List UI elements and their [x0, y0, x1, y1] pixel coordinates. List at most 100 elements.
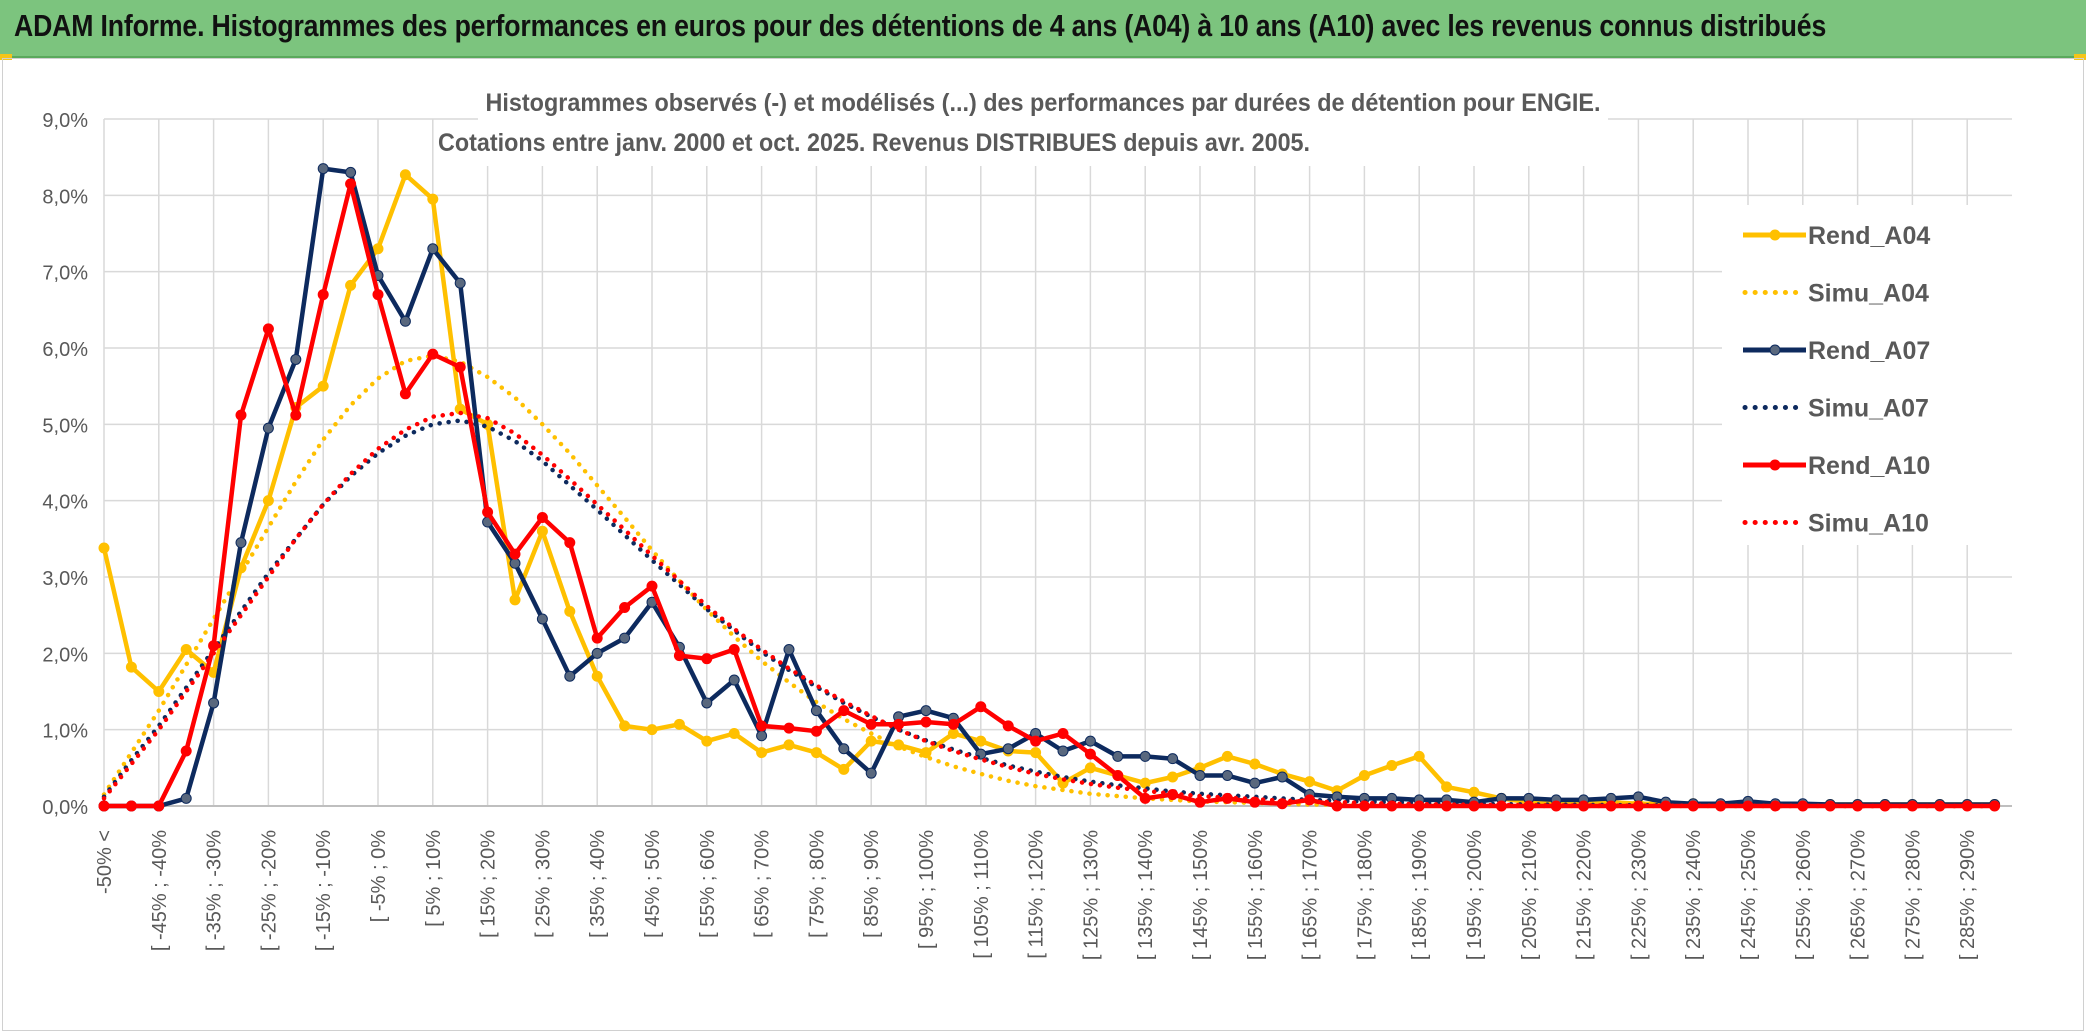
rend-a04-point — [427, 193, 439, 205]
rend-a04-point — [317, 380, 329, 392]
rend-a07-point — [290, 353, 302, 365]
x-tick-label: [ 5% ; 10% — [423, 830, 445, 927]
rend-a04-point — [619, 720, 631, 732]
rend-a07-point — [317, 163, 329, 175]
rend-a10-point — [1112, 769, 1124, 781]
rend-a04-point — [1468, 786, 1480, 798]
rend-a10-point — [98, 800, 110, 812]
x-tick-label: [ 205% ; 210% — [1519, 830, 1541, 960]
x-tick-label: [ 125% ; 130% — [1080, 830, 1102, 960]
rend-a10-point — [125, 800, 137, 812]
rend-a10-point — [728, 644, 740, 656]
rend-a07-point — [564, 670, 576, 682]
rend-a10-point — [947, 718, 959, 730]
x-tick-label: [ -15% ; -10% — [313, 830, 335, 951]
corner-accent-left — [0, 54, 12, 60]
rend-a10-point — [1057, 727, 1069, 739]
rend-a07-point — [180, 792, 192, 804]
rend-a04-point — [125, 661, 137, 673]
rend-a07-point — [591, 647, 603, 659]
rend-a10-point — [920, 716, 932, 728]
rend-a07-point — [536, 613, 548, 625]
rend-a04-point — [345, 279, 357, 291]
x-tick-label: [ 275% ; 280% — [1902, 830, 1924, 960]
rend-a10-point — [756, 720, 768, 732]
rend-a07-point — [1221, 769, 1233, 781]
rend-a10-point — [865, 718, 877, 730]
rend-a10-point — [810, 725, 822, 737]
rend-a07-point — [1632, 791, 1644, 803]
rend-a07-point — [427, 243, 439, 255]
rend-a04-point — [372, 243, 384, 255]
rend-a04-point — [865, 735, 877, 747]
rend-a04-point — [783, 739, 795, 751]
x-tick-label: [ 155% ; 160% — [1245, 830, 1267, 960]
x-tick-label: [ 215% ; 220% — [1574, 830, 1596, 960]
legend-label-simu-a10: Simu_A10 — [1808, 510, 1929, 538]
rend-a04-line — [101, 172, 1995, 807]
x-tick-label: [ 265% ; 270% — [1848, 830, 1870, 960]
x-tick-label: [ 165% ; 170% — [1300, 830, 1322, 960]
x-tick-label: [ 285% ; 290% — [1957, 830, 1979, 960]
rend-a04-point — [673, 718, 685, 730]
rend-a04-point — [180, 644, 192, 656]
x-tick-label: [ 235% ; 240% — [1683, 830, 1705, 960]
rend-a04-point — [975, 735, 987, 747]
rend-a04-point — [1249, 758, 1261, 770]
rend-a10-point — [180, 745, 192, 757]
banner-title: ADAM Informe. Histogrammes des performan… — [14, 8, 1827, 43]
y-tick-label: 9,0% — [42, 110, 88, 132]
rend-a10-point — [399, 388, 411, 400]
y-tick-label: 2,0% — [42, 644, 88, 666]
rend-a04-point — [536, 525, 548, 537]
rend-a07-point — [783, 644, 795, 656]
rend-a07-line — [104, 166, 1995, 809]
legend-label-rend-a04: Rend_A04 — [1808, 222, 1930, 250]
rend-a04-point — [262, 495, 274, 507]
rend-a07-point — [1112, 750, 1124, 762]
rend-a04-point — [756, 747, 768, 759]
x-tick-label: [ 45% ; 50% — [642, 830, 664, 938]
x-tick-label: [ 115% ; 120% — [1026, 830, 1048, 959]
x-tick-label: [ 135% ; 140% — [1135, 830, 1157, 960]
rend-a10-point — [235, 409, 247, 421]
y-tick-label: 0,0% — [42, 797, 88, 819]
rend-a04-point — [1221, 750, 1233, 762]
rend-a10-point — [701, 653, 713, 665]
chart-title-line2: Cotations entre janv. 2000 et oct. 2025.… — [438, 129, 1310, 157]
x-tick-label: [ 35% ; 40% — [587, 830, 609, 938]
legend-label-simu-a04: Simu_A04 — [1808, 280, 1929, 308]
rend-a10-point — [838, 705, 850, 717]
x-tick-label: [ 105% ; 110% — [971, 830, 993, 959]
rend-a10-point — [646, 580, 658, 592]
rend-a07-point — [235, 537, 247, 549]
rend-a10-point — [372, 289, 384, 301]
x-tick-label: [ 245% ; 250% — [1738, 830, 1760, 960]
x-tick-label: [ 185% ; 190% — [1409, 830, 1431, 960]
rend-a07-point — [399, 315, 411, 327]
legend-marker-rend-a04 — [1769, 229, 1781, 241]
rend-a07-point — [262, 422, 274, 434]
rend-a04-point — [1084, 762, 1096, 774]
rend-a07-point — [345, 166, 357, 178]
rend-a10-point — [1030, 735, 1042, 747]
rend-a04-point — [1413, 750, 1425, 762]
rend-a07-point — [701, 697, 713, 709]
x-tick-label: [ 65% ; 70% — [752, 830, 774, 938]
rend-a07-point — [810, 705, 822, 717]
y-tick-label: 8,0% — [42, 186, 88, 208]
rend-a07-point — [1002, 743, 1014, 755]
simu-a07-line — [101, 418, 1997, 809]
simu-a10-line — [101, 410, 1997, 809]
rend-a07-point — [728, 674, 740, 686]
rend-a07-point — [454, 277, 466, 289]
rend-a04-point — [838, 763, 850, 775]
x-tick-label: [ 255% ; 260% — [1793, 830, 1815, 960]
rend-a07-point — [1249, 777, 1261, 789]
y-tick-label: 4,0% — [42, 492, 88, 514]
rend-a04-point — [1441, 781, 1453, 793]
rend-a10-point — [1002, 720, 1014, 732]
rend-a10-point — [975, 701, 987, 713]
rend-a04-point — [1030, 747, 1042, 759]
